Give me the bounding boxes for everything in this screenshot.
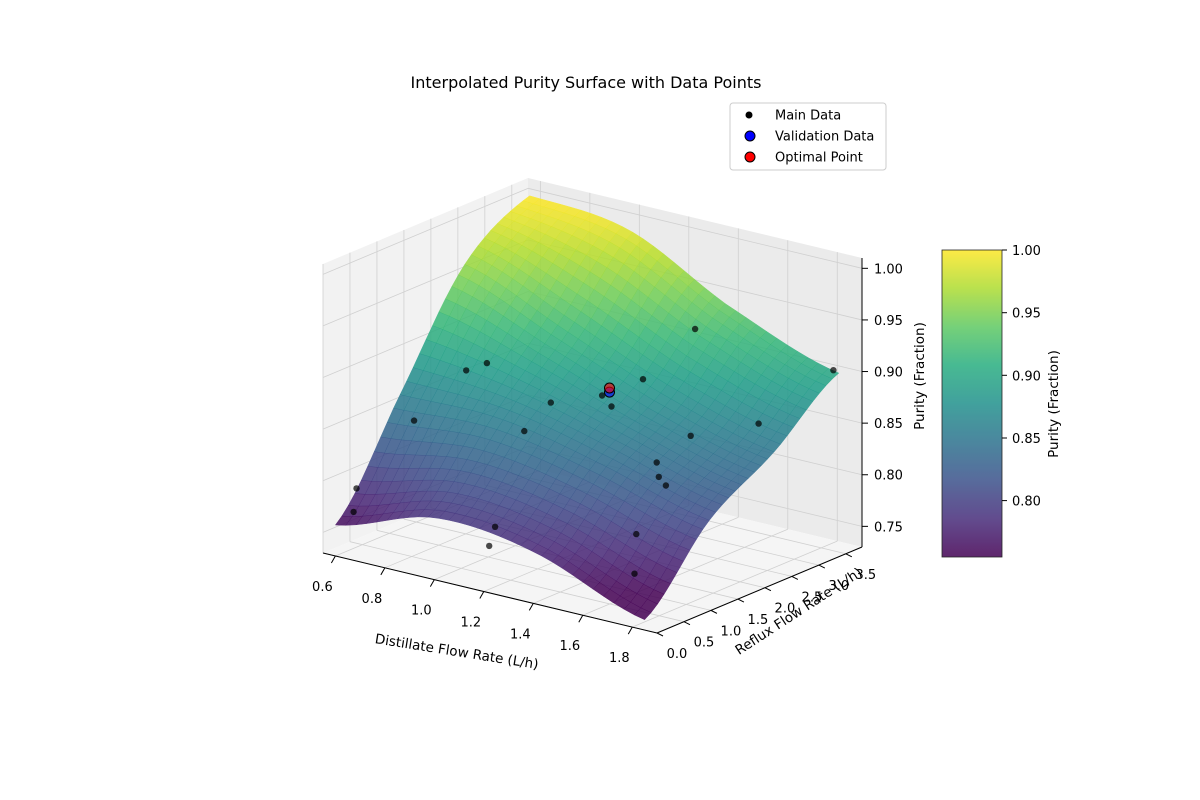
colorbar-title: Purity (Fraction) (1046, 350, 1062, 458)
z-tick-label: 0.95 (874, 314, 903, 329)
y-tick-label: 3.0 (828, 579, 849, 594)
y-tick-mark (845, 553, 853, 558)
point-main-data (655, 473, 662, 481)
x-tick-mark (528, 603, 534, 611)
colorbar-tick-label: 1.00 (1012, 244, 1041, 259)
point-main-data (598, 392, 606, 399)
point-main-data (350, 508, 357, 516)
x-tick-label: 1.4 (510, 627, 531, 642)
gridline-z (527, 187, 863, 269)
legend-frame (729, 102, 887, 171)
legend-label-validation-data: Validation Data (775, 130, 874, 145)
y-tick-label: 2.0 (775, 602, 796, 617)
point-main-data (521, 427, 528, 435)
legend-label-optimal-point: Optimal Point (775, 151, 863, 166)
point-main-data (633, 530, 640, 538)
x-tick-label: 1.0 (411, 604, 432, 619)
legend-label-main-data: Main Data (775, 109, 841, 124)
y-tick-label: 0.5 (694, 636, 715, 651)
x-tick-label: 1.6 (559, 639, 580, 654)
z-tick-label: 0.75 (874, 520, 903, 535)
point-main-data (687, 432, 694, 439)
colorbar-tick-label: 0.95 (1012, 307, 1041, 322)
point-optimal-point (604, 382, 615, 394)
legend-marker-validation-data (744, 130, 756, 142)
legend: Main Data Validation Data Optimal Point (729, 102, 887, 171)
tick-labels: 0.6 0.8 1.0 1.2 1.4 1.6 1.8 0.0 0.5 1.0 1.5 2.0 2.5 3… (312, 262, 903, 666)
gridline-z (322, 187, 529, 275)
point-main-data (463, 367, 470, 374)
legend-marker-main-data (745, 111, 753, 119)
point-main-data (691, 325, 699, 333)
x-tick-mark (578, 614, 584, 623)
x-tick-mark (479, 591, 485, 599)
x-tick-label: 0.6 (312, 580, 333, 595)
x-tick-mark (380, 567, 386, 576)
colorbar-gradient (941, 249, 1003, 558)
y-tick-label: 0.0 (667, 647, 688, 662)
z-tick-label: 0.85 (874, 417, 903, 432)
point-main-data (491, 523, 499, 530)
y-tick-mark (737, 598, 745, 603)
legend-marker-optimal-point (744, 151, 756, 163)
point-main-data (486, 542, 493, 550)
y-tick-mark (656, 632, 664, 637)
y-tick-label: 3.5 (855, 568, 876, 583)
z-tick-label: 1.00 (874, 262, 903, 277)
x-tick-label: 1.8 (609, 651, 630, 666)
x-tick-mark (627, 626, 633, 635)
point-main-data (653, 459, 660, 466)
point-main-data (547, 399, 554, 406)
chart-title: Interpolated Purity Surface with Data Po… (411, 73, 762, 92)
point-main-data (353, 485, 360, 492)
x-axis-line (322, 552, 658, 634)
y-tick-label: 1.0 (721, 624, 742, 639)
point-main-data (631, 570, 638, 577)
z-tick-label: 0.90 (874, 366, 903, 381)
z-tick-label: 0.80 (874, 469, 903, 484)
axes-edges (322, 258, 868, 637)
y-tick-mark (710, 609, 718, 614)
point-main-data (662, 482, 670, 489)
purity-surface (334, 195, 840, 621)
y-tick-mark (683, 621, 691, 626)
point-main-data (830, 367, 837, 374)
point-main-data (483, 359, 491, 367)
colorbar: 0.80 0.85 0.90 0.95 1.00 Purity (Fraction) (941, 244, 1062, 558)
x-tick-label: 0.8 (362, 592, 383, 607)
point-main-data (410, 417, 418, 424)
point-main-data (755, 420, 762, 427)
colorbar-ticks: 0.80 0.85 0.90 0.95 1.00 (1002, 244, 1041, 510)
y-tick-mark (818, 564, 826, 569)
z-axis-title: Purity (Fraction) (912, 322, 928, 430)
surface-patch (334, 515, 353, 526)
point-main-data (639, 376, 647, 383)
colorbar-tick-label: 0.80 (1012, 495, 1041, 510)
y-tick-label: 2.5 (802, 590, 823, 605)
colorbar-tick-label: 0.90 (1012, 369, 1041, 384)
y-tick-mark (791, 575, 799, 580)
y-tick-label: 1.5 (748, 613, 769, 628)
point-main-data (608, 403, 615, 410)
y-tick-mark (764, 587, 772, 592)
gridline-x (632, 540, 838, 628)
x-tick-mark (330, 555, 336, 564)
x-tick-label: 1.2 (460, 616, 481, 631)
colorbar-tick-label: 0.85 (1012, 432, 1041, 447)
y-axis-line (656, 546, 863, 634)
data-points (350, 325, 837, 577)
x-tick-mark (429, 579, 435, 587)
